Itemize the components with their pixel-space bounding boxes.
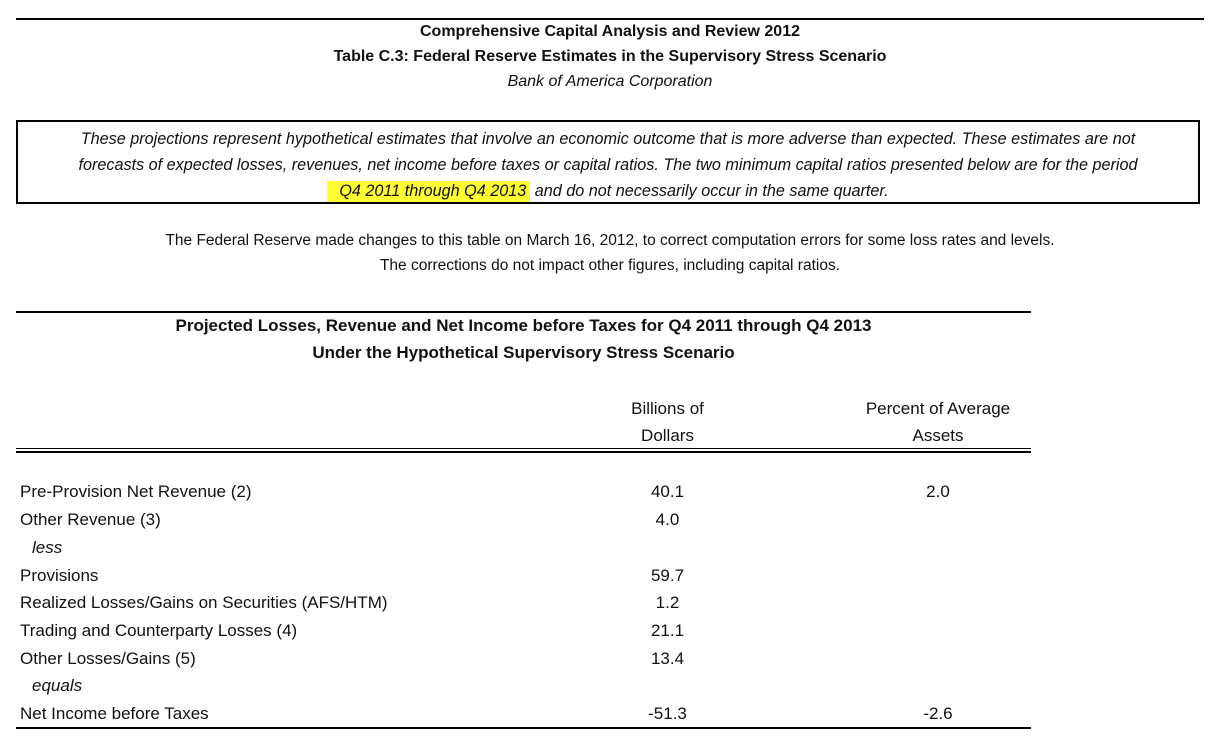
billions-value: 59.7 (650, 566, 685, 585)
column-header-percent: Percent of Average Assets (865, 399, 1011, 445)
report-title: Comprehensive Capital Analysis and Revie… (419, 23, 800, 40)
table-row: equals (0, 676, 1221, 704)
disclaimer-line-3-rest: and do not necessarily occur in the same… (530, 182, 889, 200)
header-double-rule-bottom (16, 451, 1031, 453)
row-label: Realized Losses/Gains on Securities (AFS… (20, 593, 388, 612)
table-caption: Table C.3: Federal Reserve Estimates in … (333, 48, 887, 65)
row-label: Trading and Counterparty Losses (4) (20, 621, 298, 640)
disclaimer-line-2: forecasts of expected losses, revenues, … (78, 156, 1138, 174)
row-label-equals: equals (32, 676, 83, 695)
billions-value: 13.4 (650, 649, 685, 668)
table-row: Provisions 59.7 (0, 566, 1221, 594)
billions-value: 21.1 (650, 621, 685, 640)
billions-value: 1.2 (655, 593, 680, 612)
row-label: Provisions (20, 566, 99, 585)
header-top-rule (16, 18, 1204, 20)
disclaimer-line-3: Q4 2011 through Q4 2013 and do not neces… (18, 178, 1198, 204)
correction-note-line-2: The corrections do not impact other figu… (379, 257, 841, 274)
percent-value: -2.6 (923, 704, 953, 723)
highlighted-period: Q4 2011 through Q4 2013 (327, 181, 531, 202)
institution-name: Bank of America Corporation (507, 73, 713, 90)
table-title-line-1: Projected Losses, Revenue and Net Income… (175, 316, 872, 335)
table-top-rule (16, 311, 1031, 313)
billions-value: -51.3 (648, 704, 687, 723)
disclaimer-line-1: These projections represent hypothetical… (80, 130, 1136, 148)
row-label: Net Income before Taxes (20, 704, 209, 723)
billions-value: 4.0 (655, 510, 680, 529)
row-label: Other Losses/Gains (5) (20, 649, 196, 668)
disclaimer-box: These projections represent hypothetical… (16, 120, 1200, 204)
percent-value: 2.0 (926, 482, 950, 501)
row-label-less: less (32, 538, 63, 557)
table-row: less (0, 538, 1221, 566)
table-bottom-rule (16, 727, 1031, 729)
billions-value: 40.1 (650, 482, 685, 501)
table-row: Pre-Provision Net Revenue (2) 40.1 2.0 (0, 482, 1221, 510)
header-double-rule-top (16, 448, 1031, 449)
row-label: Pre-Provision Net Revenue (2) (20, 482, 252, 501)
table-row: Other Losses/Gains (5) 13.4 (0, 649, 1221, 677)
table-row: Net Income before Taxes -51.3 -2.6 (0, 704, 1221, 732)
table-row: Other Revenue (3) 4.0 (0, 510, 1221, 538)
table-title-line-2: Under the Hypothetical Supervisory Stres… (312, 343, 735, 362)
column-header-billions: Billions of Dollars (631, 399, 704, 445)
row-label: Other Revenue (3) (20, 510, 161, 529)
table-row: Realized Losses/Gains on Securities (AFS… (0, 593, 1221, 621)
correction-note-line-1: The Federal Reserve made changes to this… (165, 232, 1055, 249)
table-row: Trading and Counterparty Losses (4) 21.1 (0, 621, 1221, 649)
